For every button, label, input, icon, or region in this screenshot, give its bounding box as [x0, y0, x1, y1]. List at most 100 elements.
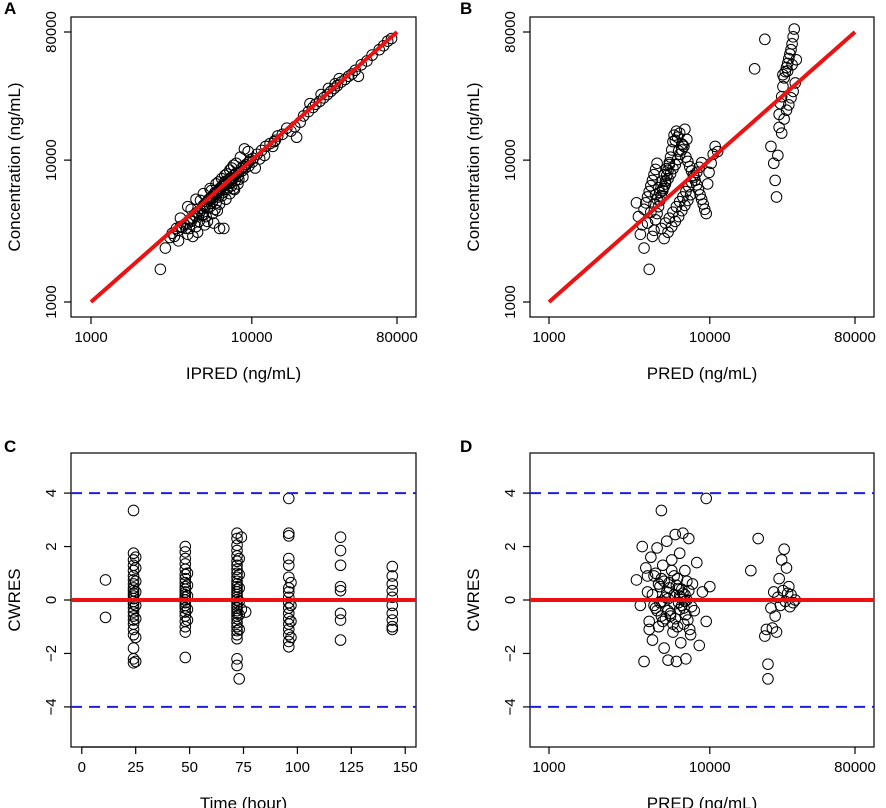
x-tick-label: 50 — [181, 759, 198, 776]
y-tick-label: 0 — [43, 596, 60, 604]
data-point — [752, 532, 764, 545]
data-point — [99, 611, 112, 624]
x-tick-label: 125 — [339, 759, 364, 776]
x-tick-label: 150 — [393, 759, 418, 776]
data-point — [179, 602, 192, 614]
data-point — [386, 620, 399, 633]
data-point — [700, 207, 713, 220]
data-point — [648, 224, 660, 237]
data-point — [233, 568, 245, 581]
data-point — [179, 568, 192, 581]
data-point — [127, 504, 140, 517]
data-point — [684, 188, 697, 201]
data-point — [231, 527, 243, 539]
data-point — [662, 164, 674, 176]
data-point — [231, 559, 243, 572]
data-point — [658, 232, 670, 245]
y-axis: 1000 10000 80000 — [43, 11, 71, 319]
data-point — [282, 582, 295, 594]
y-tick-label: −4 — [43, 698, 60, 715]
data-point — [678, 602, 690, 614]
data-point — [386, 614, 399, 626]
data-point — [643, 615, 656, 628]
data-point — [386, 584, 399, 597]
y-tick-label: 2 — [502, 542, 519, 550]
data-point — [230, 157, 243, 170]
data-point — [766, 622, 779, 634]
data-point — [233, 582, 245, 594]
x-tick-label: 1000 — [74, 329, 107, 346]
x-axis-title: IPRED (ng/mL) — [186, 364, 301, 383]
y-tick-label: −2 — [502, 645, 519, 662]
data-point — [658, 168, 670, 181]
data-point — [282, 527, 295, 539]
data-point — [328, 82, 340, 95]
data-point — [634, 228, 647, 241]
data-point — [127, 623, 140, 636]
data-point — [386, 560, 399, 573]
y-axis: 1000 10000 80000 — [502, 11, 530, 319]
x-tick-label: 10000 — [689, 329, 731, 346]
plot-frame — [529, 16, 875, 318]
data-point — [233, 608, 245, 621]
scatter-points — [99, 492, 399, 685]
data-point — [762, 673, 774, 685]
data-point — [321, 88, 334, 101]
data-point — [767, 157, 780, 170]
data-point — [225, 162, 238, 174]
data-point — [660, 535, 673, 548]
x-axis: 1000 10000 80000 — [532, 747, 876, 776]
data-point — [218, 222, 230, 235]
data-point — [386, 570, 399, 582]
data-point — [645, 179, 657, 192]
data-point — [759, 630, 771, 642]
identity-line — [89, 30, 399, 304]
data-point — [673, 547, 686, 560]
data-point — [181, 567, 194, 580]
data-point — [331, 79, 344, 92]
data-point — [638, 242, 650, 254]
data-point — [780, 562, 793, 574]
panel-c: C 0 25 50 75 100 125 150 −4 −2 0 2 4 Time (hour) CWRES — [4, 437, 418, 808]
data-point — [268, 135, 281, 148]
data-point — [282, 552, 295, 565]
data-point — [334, 531, 347, 543]
data-point — [648, 168, 660, 181]
data-point — [652, 181, 665, 194]
scatter-points — [630, 492, 802, 685]
data-point — [782, 580, 795, 593]
data-point — [280, 122, 293, 134]
x-axis: 0 25 50 75 100 125 150 — [78, 746, 418, 776]
panel-d: D 1000 10000 80000 −4 −2 0 2 4 PRED (ng/mL) CWRES — [460, 437, 876, 808]
data-point — [652, 578, 665, 590]
data-point — [787, 596, 799, 609]
data-point — [649, 163, 662, 176]
data-point — [789, 77, 802, 89]
data-point — [127, 610, 140, 622]
data-point — [269, 134, 282, 147]
x-tick-label: 80000 — [376, 329, 418, 346]
data-point — [282, 628, 295, 641]
data-point — [231, 653, 243, 665]
data-point — [682, 614, 694, 626]
data-point — [127, 606, 140, 618]
y-tick-label: −4 — [502, 698, 519, 715]
data-point — [684, 628, 697, 641]
data-point — [701, 178, 714, 190]
data-point — [693, 639, 706, 652]
data-point — [669, 612, 682, 625]
data-point — [179, 576, 192, 589]
data-point — [660, 162, 673, 175]
data-point — [233, 673, 245, 685]
y-tick-label: 4 — [43, 489, 60, 497]
data-point — [302, 105, 315, 118]
data-point — [656, 559, 669, 572]
data-point — [769, 610, 781, 622]
data-point — [665, 564, 678, 577]
data-point — [127, 642, 140, 654]
data-point — [700, 615, 713, 628]
data-point — [231, 624, 243, 637]
y-axis: −4 −2 0 2 4 — [43, 489, 71, 715]
data-point — [352, 70, 365, 83]
data-point — [640, 197, 652, 209]
